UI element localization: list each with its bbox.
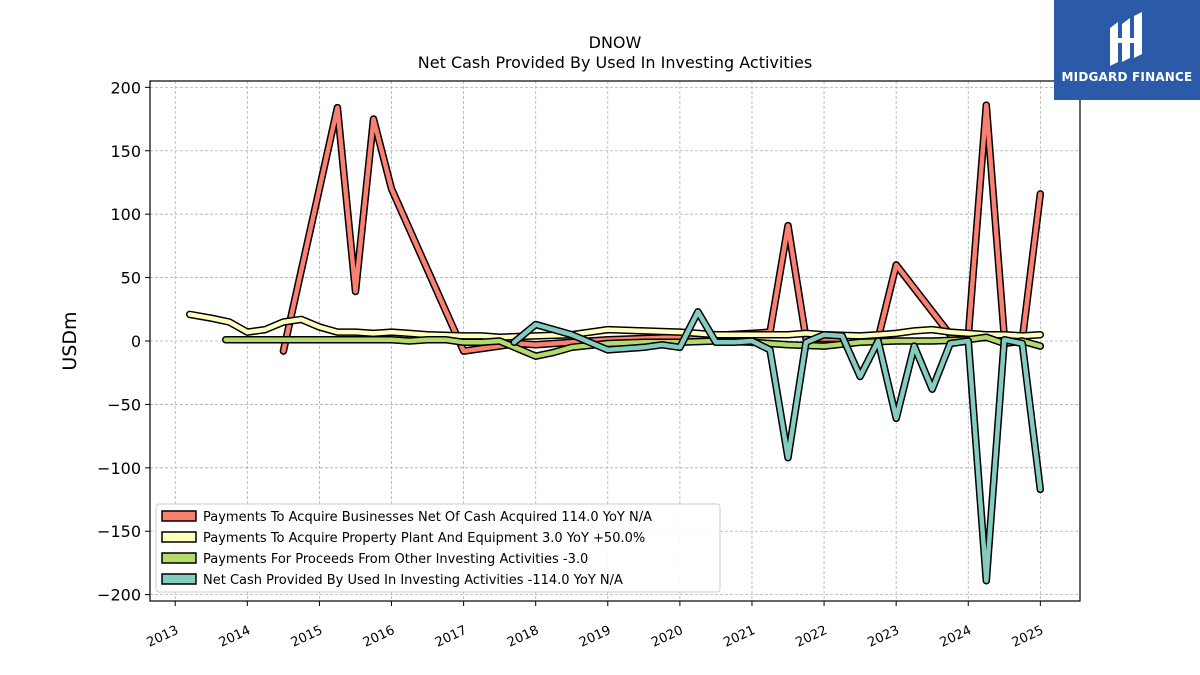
x-tick-label: 2023 (866, 623, 902, 651)
y-tick-label: −200 (97, 586, 141, 605)
x-axis: 2013 2014 2015 2016 2017 2018 2019 2020 2021 2022… (145, 601, 1046, 651)
series-2 (185, 310, 1045, 341)
midgard-finance-logo: MIDGARD FINANCE (1054, 0, 1200, 100)
legend-swatch (161, 573, 197, 585)
y-tick-label: −150 (97, 522, 141, 541)
legend-label: Payments For Proceeds From Other Investi… (203, 552, 588, 567)
series-lines (185, 101, 1045, 585)
x-tick-label: 2025 (1010, 623, 1046, 651)
legend-swatch (161, 531, 197, 543)
x-tick-label: 2013 (145, 623, 181, 651)
legend-label: Payments To Acquire Businesses Net Of Ca… (203, 510, 652, 525)
x-tick-label: 2014 (217, 623, 253, 651)
x-tick-label: 2024 (938, 623, 974, 651)
series-1 (279, 101, 1045, 355)
y-axis: 200 150 100 50 0 −50 −100 −150 −200 (97, 78, 150, 605)
y-tick-label: 200 (110, 78, 141, 97)
chart-title-text: DNOW (589, 33, 642, 52)
legend-swatch (161, 552, 197, 564)
series-4 (510, 308, 1045, 585)
series-line (511, 309, 1043, 583)
x-tick-label: 2016 (361, 623, 397, 651)
legend-label: Net Cash Provided By Used In Investing A… (203, 573, 623, 588)
logo-text: MIDGARD FINANCE (1061, 70, 1193, 84)
series-line (281, 102, 1043, 354)
y-axis-label: USDm (59, 311, 81, 370)
chart-subtitle-text: Net Cash Provided By Used In Investing A… (418, 53, 812, 72)
y-tick-label: 150 (110, 142, 141, 161)
chart-title: DNOW Net Cash Provided By Used In Invest… (418, 33, 812, 72)
legend: Payments To Acquire Businesses Net Of Ca… (155, 503, 721, 593)
series-line (187, 312, 1043, 340)
x-tick-label: 2017 (433, 623, 469, 651)
legend-swatch (161, 510, 197, 522)
y-tick-label: −50 (107, 395, 141, 414)
series-outline (279, 101, 1045, 355)
x-tick-label: 2018 (505, 623, 541, 651)
y-tick-label: 50 (121, 269, 141, 288)
x-tick-label: 2021 (721, 623, 757, 651)
x-tick-label: 2019 (577, 623, 613, 651)
legend-label: Payments To Acquire Property Plant And E… (203, 531, 645, 546)
legend-box (155, 503, 721, 593)
x-tick-label: 2022 (793, 623, 829, 651)
y-tick-label: −100 (97, 459, 141, 478)
x-tick-label: 2015 (289, 623, 325, 651)
logo-mark-icon (1110, 12, 1142, 66)
y-tick-label: 0 (131, 332, 141, 351)
x-tick-label: 2020 (649, 623, 685, 651)
y-tick-label: 100 (110, 205, 141, 224)
